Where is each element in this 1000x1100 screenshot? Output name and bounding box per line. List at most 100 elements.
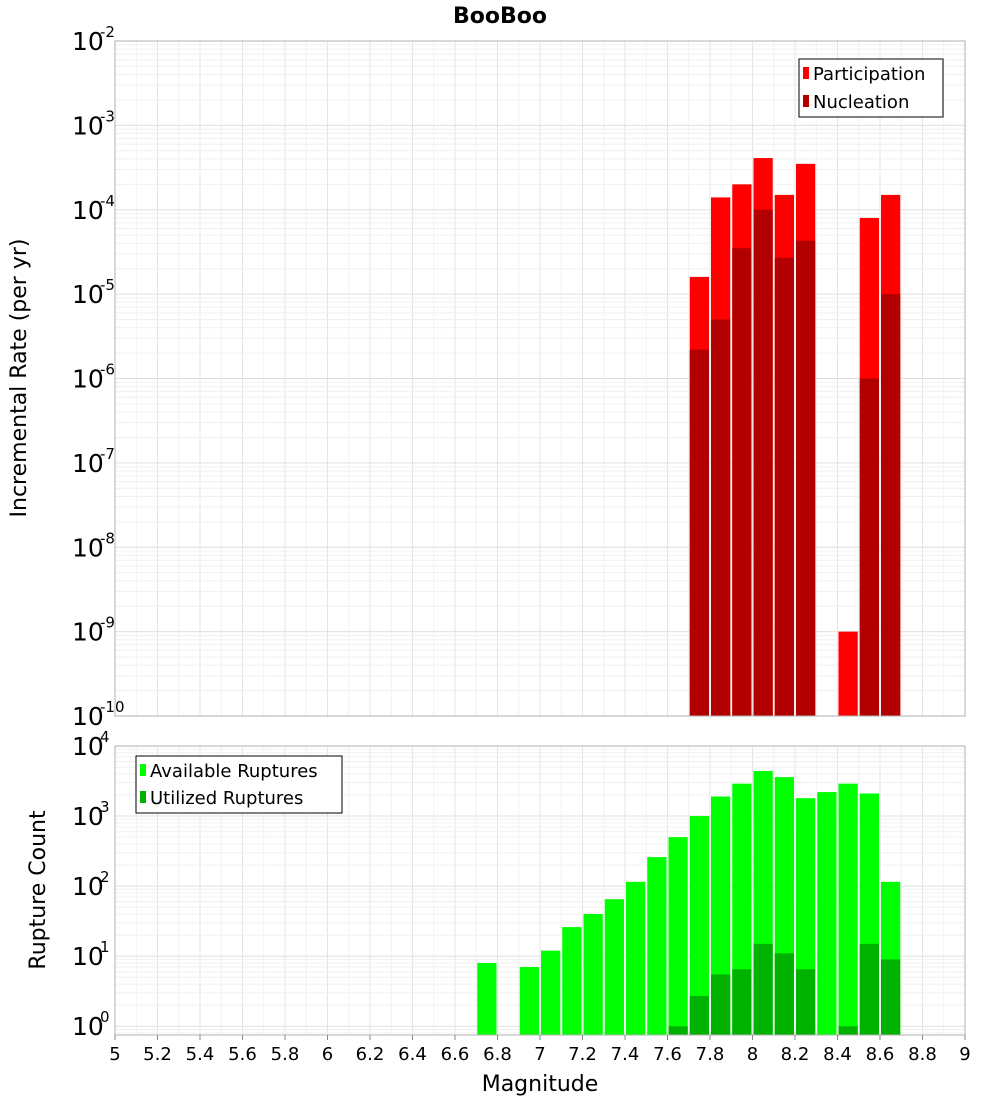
- legend-swatch-utilized-ruptures: [140, 791, 146, 803]
- bar-nucleation: [711, 319, 731, 716]
- top-y-axis-label: Incremental Rate (per yr): [7, 239, 32, 518]
- x-tick-label: 6.8: [483, 1044, 512, 1065]
- x-tick-label: 8: [747, 1044, 758, 1065]
- bar-available-ruptures: [583, 914, 603, 1035]
- y-tick-exponent: -10: [100, 698, 125, 716]
- y-tick-label: 10: [72, 802, 104, 831]
- y-tick-label: 10: [72, 618, 104, 647]
- bar-nucleation: [881, 294, 901, 716]
- y-tick-exponent: -9: [100, 614, 115, 632]
- legend-label-nucleation: Nucleation: [813, 92, 909, 113]
- x-tick-label: 5.6: [228, 1044, 257, 1065]
- y-tick-exponent: 1: [100, 938, 110, 956]
- legend-swatch-participation: [803, 67, 809, 79]
- x-tick-label: 5.4: [186, 1044, 215, 1065]
- chart-title: BooBoo: [453, 4, 547, 29]
- legend-label-available-ruptures: Available Ruptures: [150, 761, 318, 782]
- y-tick-exponent: -3: [100, 107, 115, 125]
- bar-nucleation: [753, 209, 773, 716]
- y-tick-label: 10: [72, 27, 104, 56]
- y-tick-exponent: -5: [100, 276, 115, 294]
- bar-utilized-ruptures: [881, 959, 901, 1035]
- bar-utilized-ruptures: [732, 969, 752, 1035]
- bar-available-ruptures: [562, 927, 582, 1035]
- legend-label-utilized-ruptures: Utilized Ruptures: [150, 788, 303, 809]
- x-tick-label: 6.6: [441, 1044, 470, 1065]
- legend-label-participation: Participation: [813, 64, 925, 85]
- top-bars: [689, 158, 901, 717]
- bar-available-ruptures: [519, 967, 539, 1035]
- y-tick-exponent: -6: [100, 361, 115, 379]
- bar-nucleation: [774, 257, 794, 716]
- top-plot-border: [114, 40, 966, 717]
- x-tick-label: 6.2: [356, 1044, 385, 1065]
- bar-nucleation: [859, 378, 879, 716]
- y-tick-exponent: -8: [100, 529, 115, 547]
- y-tick-label: 10: [72, 732, 104, 761]
- x-tick-label: 9: [959, 1044, 970, 1065]
- bottom-legend: Available Ruptures Utilized Ruptures: [135, 755, 343, 814]
- x-tick-label: 5: [109, 1044, 120, 1065]
- y-tick-label: 10: [72, 942, 104, 971]
- x-tick-label: 5.2: [143, 1044, 172, 1065]
- bar-utilized-ruptures: [774, 953, 794, 1035]
- x-tick-label: 8.8: [908, 1044, 937, 1065]
- bar-utilized-ruptures: [859, 943, 879, 1035]
- y-tick-exponent: 4: [100, 728, 110, 746]
- x-tick-label: 8.2: [781, 1044, 810, 1065]
- y-tick-label: 10: [72, 111, 104, 140]
- bar-nucleation: [796, 240, 816, 717]
- top-gridlines: [114, 40, 966, 717]
- y-tick-exponent: 3: [100, 798, 110, 816]
- bar-utilized-ruptures: [711, 974, 731, 1035]
- bottom-x-ticks: 5 5.2 5.4 5.6 5.8 6 6.2 6.4 6.6 6.8 7 7.2 7.4 7.6 7.8 8…: [109, 1035, 971, 1065]
- x-tick-label: 7: [534, 1044, 545, 1065]
- x-tick-label: 6: [322, 1044, 333, 1065]
- x-tick-label: 6.4: [398, 1044, 427, 1065]
- bar-available-ruptures: [604, 899, 624, 1035]
- bar-utilized-ruptures: [838, 1026, 858, 1035]
- bar-available-ruptures: [838, 783, 858, 1035]
- top-legend: Participation Nucleation: [798, 58, 944, 118]
- bar-available-ruptures: [541, 950, 561, 1035]
- x-axis-label: Magnitude: [482, 1072, 599, 1097]
- legend-swatch-nucleation: [803, 95, 809, 107]
- x-tick-label: 8.4: [823, 1044, 852, 1065]
- y-tick-exponent: 2: [100, 868, 110, 886]
- bar-available-ruptures: [668, 837, 688, 1035]
- y-tick-label: 10: [72, 533, 104, 562]
- bottom-legend-box: [135, 755, 343, 814]
- y-tick-exponent: -7: [100, 445, 115, 463]
- y-tick-label: 10: [72, 365, 104, 394]
- y-tick-label: 10: [72, 196, 104, 225]
- bar-available-ruptures: [689, 816, 709, 1035]
- y-tick-label: 10: [72, 280, 104, 309]
- top-legend-box: [798, 58, 944, 118]
- bar-nucleation: [732, 248, 752, 717]
- bottom-bars: [477, 770, 901, 1035]
- bar-utilized-ruptures: [753, 943, 773, 1035]
- bar-utilized-ruptures: [689, 996, 709, 1035]
- bar-available-ruptures: [817, 792, 837, 1035]
- bar-utilized-ruptures: [796, 969, 816, 1035]
- y-tick-label: 10: [72, 449, 104, 478]
- y-tick-label: 10: [72, 872, 104, 901]
- x-tick-label: 8.6: [866, 1044, 895, 1065]
- y-tick-exponent: -2: [100, 23, 115, 41]
- y-tick-label: 10: [72, 1012, 104, 1041]
- y-tick-exponent: 0: [100, 1008, 110, 1026]
- bottom-y-axis-label: Rupture Count: [26, 810, 51, 970]
- y-tick-exponent: -4: [100, 192, 115, 210]
- x-tick-label: 7.2: [568, 1044, 597, 1065]
- bar-available-ruptures: [626, 881, 646, 1035]
- bar-nucleation: [689, 349, 709, 716]
- x-tick-label: 5.8: [271, 1044, 300, 1065]
- bar-available-ruptures: [477, 962, 497, 1035]
- bar-available-ruptures: [647, 857, 667, 1035]
- bar-utilized-ruptures: [668, 1026, 688, 1035]
